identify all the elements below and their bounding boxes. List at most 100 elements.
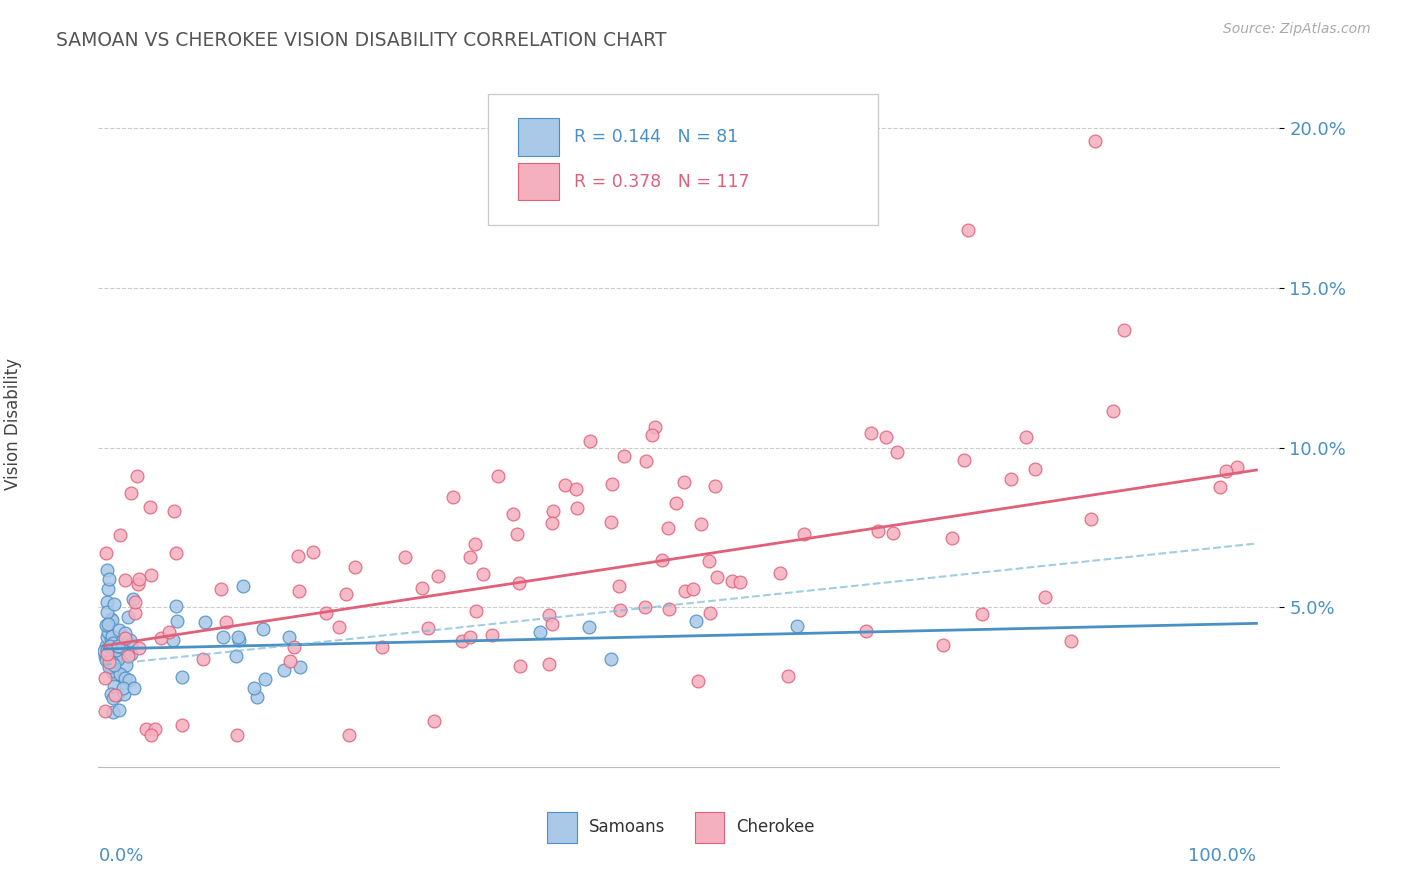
Text: R = 0.378   N = 117: R = 0.378 N = 117	[575, 172, 749, 191]
Point	[170, 718, 193, 732]
Point	[128, 640, 150, 655]
Point	[273, 663, 295, 677]
Point	[644, 420, 666, 434]
Point	[706, 570, 728, 584]
Point	[538, 607, 561, 622]
Point	[541, 503, 564, 517]
Point	[111, 632, 134, 646]
Point	[509, 659, 531, 673]
Point	[114, 574, 136, 588]
Point	[371, 640, 394, 654]
Point	[101, 636, 124, 650]
Point	[328, 620, 350, 634]
Point	[128, 572, 150, 586]
Point	[110, 640, 132, 654]
Point	[599, 652, 621, 666]
Point	[98, 655, 121, 669]
Point	[117, 649, 139, 664]
Point	[96, 648, 118, 662]
Point	[94, 639, 117, 653]
Point	[94, 704, 117, 718]
Point	[114, 633, 136, 648]
Point	[699, 606, 721, 620]
Point	[105, 689, 128, 703]
Point	[101, 629, 124, 643]
Point	[486, 469, 509, 483]
Point	[537, 657, 560, 671]
Text: SAMOAN VS CHEROKEE VISION DISABILITY CORRELATION CHART: SAMOAN VS CHEROKEE VISION DISABILITY COR…	[56, 31, 666, 50]
Point	[786, 618, 808, 632]
Text: 0.0%: 0.0%	[98, 847, 143, 865]
Point	[98, 647, 121, 661]
Point	[118, 633, 141, 648]
Point	[135, 723, 157, 737]
Point	[226, 728, 249, 742]
Text: 100.0%: 100.0%	[1188, 847, 1257, 865]
Point	[252, 622, 274, 636]
Point	[139, 500, 162, 515]
Point	[578, 620, 600, 634]
Point	[97, 654, 120, 668]
Point	[658, 601, 681, 615]
Point	[613, 449, 636, 463]
Point	[114, 648, 136, 663]
Point	[143, 722, 166, 736]
Point	[172, 669, 194, 683]
Point	[288, 583, 311, 598]
Point	[228, 633, 250, 648]
Text: Cherokee: Cherokee	[737, 818, 814, 836]
Point	[730, 575, 752, 590]
Point	[97, 572, 120, 586]
Point	[165, 599, 187, 613]
Point	[541, 617, 564, 632]
Point	[641, 427, 664, 442]
Text: R = 0.144   N = 81: R = 0.144 N = 81	[575, 128, 738, 146]
Point	[98, 639, 121, 653]
Point	[1000, 472, 1022, 486]
Point	[578, 434, 600, 448]
Y-axis label: Vision Disability: Vision Disability	[4, 358, 22, 490]
Point	[124, 595, 146, 609]
Point	[506, 527, 529, 541]
Point	[242, 681, 264, 695]
Point	[460, 630, 482, 644]
Point	[855, 624, 877, 639]
Point	[1215, 464, 1237, 478]
Point	[720, 574, 742, 588]
Point	[114, 626, 136, 640]
Point	[868, 524, 890, 538]
Point	[1102, 403, 1125, 417]
Point	[101, 705, 124, 719]
Point	[166, 615, 188, 629]
Point	[96, 625, 118, 640]
Point	[162, 633, 184, 648]
Point	[502, 508, 524, 522]
Point	[599, 515, 621, 529]
Point	[972, 607, 994, 621]
Point	[93, 672, 115, 686]
Point	[609, 603, 631, 617]
Point	[104, 667, 127, 681]
Point	[124, 606, 146, 620]
Point	[125, 468, 148, 483]
Point	[96, 631, 118, 645]
Point	[209, 582, 232, 596]
Point	[464, 604, 486, 618]
Point	[932, 638, 955, 652]
Point	[1084, 134, 1107, 148]
Point	[344, 559, 367, 574]
Point	[215, 615, 238, 630]
Point	[441, 490, 464, 504]
Point	[1033, 591, 1056, 605]
Point	[246, 690, 269, 704]
Point	[682, 582, 704, 596]
Point	[163, 503, 186, 517]
Point	[120, 648, 142, 662]
Point	[416, 621, 439, 635]
Point	[120, 638, 142, 652]
Point	[277, 630, 299, 644]
Point	[685, 614, 707, 628]
Point	[139, 567, 162, 582]
Point	[107, 623, 129, 637]
Point	[96, 641, 118, 656]
